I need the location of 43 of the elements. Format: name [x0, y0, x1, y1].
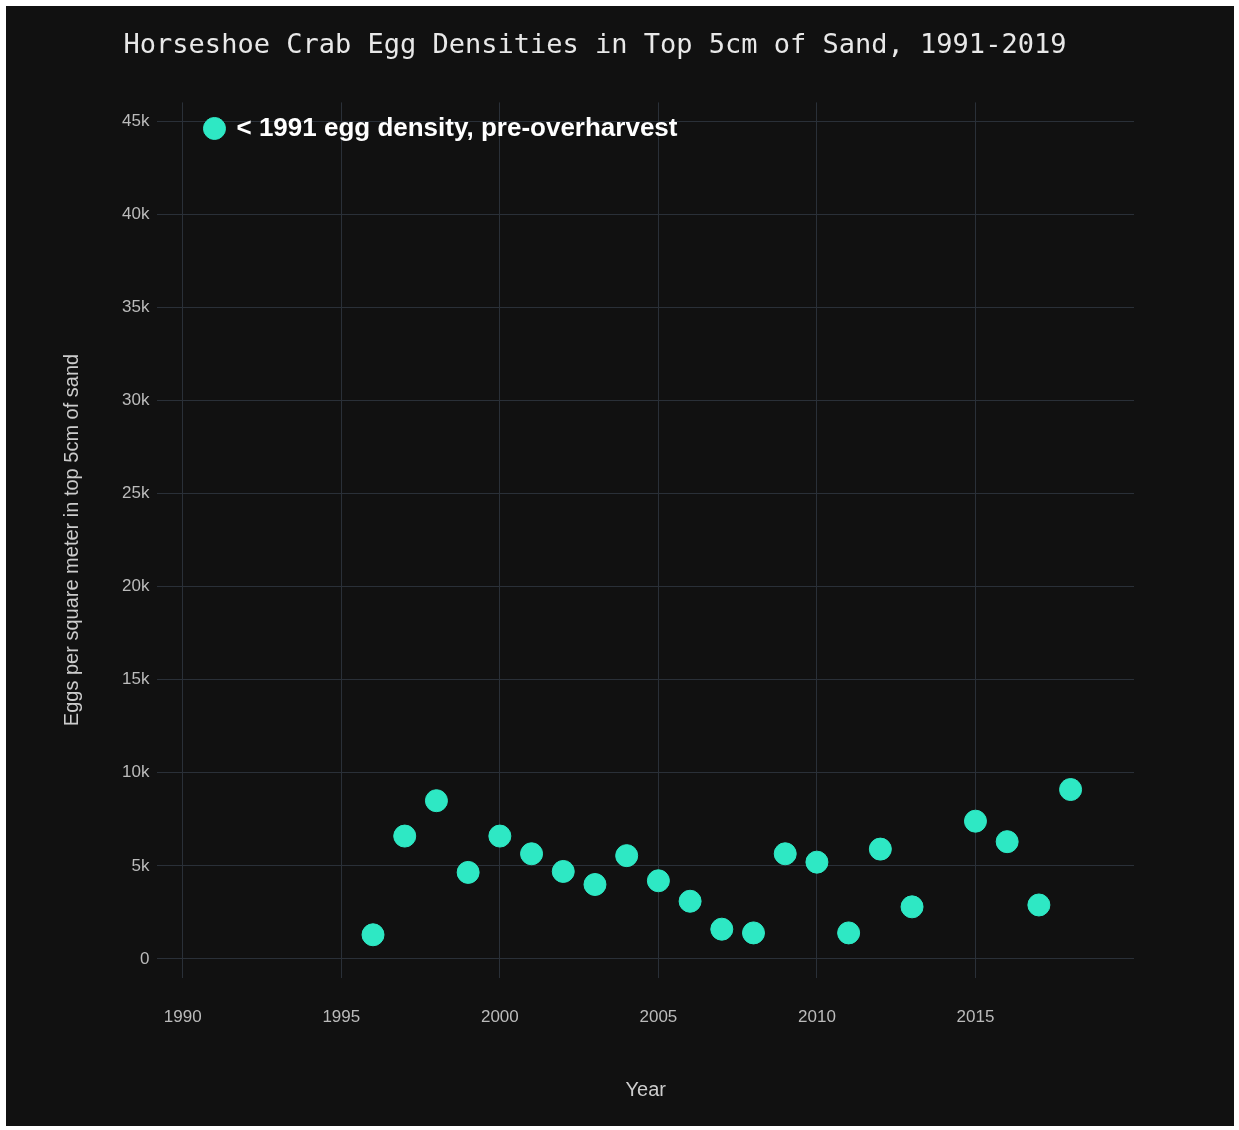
- x-axis-title: Year: [625, 1077, 667, 1100]
- point: [773, 842, 797, 866]
- point: [424, 789, 448, 813]
- x-tick-label: 2015: [956, 1007, 995, 1027]
- point: [488, 824, 512, 848]
- y-axis-title: Eggs per square meter in top 5cm of sand: [59, 353, 82, 727]
- point: [615, 844, 639, 868]
- y-tick-label: 0: [139, 948, 150, 968]
- point: [393, 824, 417, 848]
- point: [202, 116, 226, 140]
- point: [678, 889, 702, 913]
- y-tick-label: 20k: [121, 576, 150, 596]
- point: [710, 917, 734, 941]
- annotation: < 1991 egg density, pre-overharvest: [236, 111, 678, 142]
- point: [742, 921, 766, 945]
- x-tick-label: 1995: [322, 1007, 361, 1027]
- x-tick-label: 2010: [798, 1007, 836, 1027]
- point: [1059, 778, 1083, 802]
- point: [900, 895, 924, 919]
- y-tick-label: 25k: [121, 483, 150, 503]
- y-tick-label: 5k: [131, 855, 150, 875]
- point: [646, 869, 670, 893]
- point: [963, 809, 987, 833]
- x-tick-label: 1990: [163, 1007, 202, 1027]
- y-tick-label: 10k: [121, 762, 150, 782]
- point: [551, 859, 575, 883]
- point: [805, 850, 829, 874]
- point: [868, 837, 892, 861]
- point: [456, 860, 480, 884]
- y-tick-label: 15k: [121, 669, 150, 689]
- point: [837, 921, 861, 945]
- point: [361, 923, 385, 947]
- point: [1027, 893, 1051, 917]
- chart-title: Horseshoe Crab Egg Densities in Top 5cm of Sand, 1991-2019: [123, 28, 1067, 60]
- x-tick-label: 2005: [639, 1007, 678, 1027]
- y-tick-label: 35k: [121, 296, 150, 316]
- x-tick-label: 2000: [480, 1007, 519, 1027]
- point: [995, 830, 1019, 854]
- point: [583, 872, 607, 896]
- y-tick-label: 45k: [121, 110, 150, 130]
- point: [520, 842, 544, 866]
- y-tick-label: 40k: [121, 203, 150, 223]
- y-tick-label: 30k: [121, 390, 150, 410]
